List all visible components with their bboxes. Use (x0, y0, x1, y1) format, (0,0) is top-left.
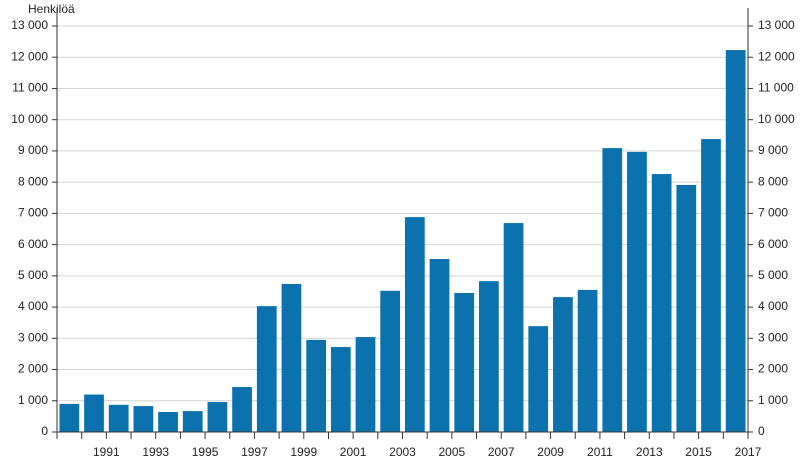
y2-tick-label: 10 000 (758, 112, 795, 126)
bar (725, 50, 746, 432)
y2-tick-label: 9 000 (758, 143, 788, 157)
y2-tick-label: 7 000 (758, 206, 788, 220)
bar (256, 306, 277, 432)
x-tick-label: 1999 (290, 445, 317, 459)
y-tick-label: 7 000 (18, 206, 48, 220)
x-tick-label: 2015 (685, 445, 712, 459)
x-tick-label: 2011 (587, 445, 613, 459)
bar (232, 387, 252, 432)
bar (429, 258, 450, 432)
y-tick-label: 11 000 (12, 81, 48, 95)
bar (281, 283, 302, 432)
bar (404, 217, 425, 432)
bar (380, 290, 401, 432)
y2-tick-label: 11 000 (758, 81, 794, 95)
y-tick-label: 2 000 (18, 362, 48, 376)
y-tick-label: 8 000 (18, 174, 48, 188)
bar (553, 297, 573, 432)
bar (651, 174, 672, 432)
bar (454, 293, 475, 432)
y-axis-title: Henkilöä (28, 2, 75, 16)
y2-tick-label: 8 000 (758, 174, 788, 188)
bar (577, 289, 598, 432)
bar (133, 406, 154, 432)
x-tick-label: 1995 (192, 445, 219, 459)
bar (355, 337, 376, 432)
y-tick-label: 3 000 (18, 330, 48, 344)
bar (59, 403, 80, 432)
y2-tick-label: 5 000 (758, 268, 788, 282)
y2-tick-label: 2 000 (758, 362, 788, 376)
bar (479, 281, 499, 432)
x-tick-label: 2003 (389, 445, 416, 459)
x-tick-label: 2017 (735, 445, 762, 459)
y-tick-label: 0 (41, 424, 48, 438)
x-tick-label: 2001 (340, 445, 367, 459)
bar (602, 148, 623, 432)
x-tick-label: 2013 (636, 445, 663, 459)
y-tick-label: 5 000 (18, 268, 48, 282)
bar (182, 411, 203, 432)
x-tick-label: 2007 (488, 445, 515, 459)
y-tick-label: 4 000 (18, 299, 48, 313)
y-tick-label: 6 000 (18, 237, 48, 251)
bar (701, 139, 721, 432)
y2-tick-label: 3 000 (758, 330, 788, 344)
y2-tick-label: 6 000 (758, 237, 788, 251)
bar (330, 347, 351, 432)
y-tick-label: 1 000 (18, 393, 48, 407)
y-tick-label: 12 000 (11, 49, 48, 63)
y2-tick-label: 4 000 (758, 299, 788, 313)
bar (84, 394, 104, 432)
y-tick-label: 9 000 (18, 143, 48, 157)
bar (207, 402, 228, 432)
x-tick-label: 2009 (537, 445, 564, 459)
bar (503, 223, 524, 432)
x-tick-label: 1993 (142, 445, 169, 459)
bar (108, 404, 129, 432)
x-tick-label: 1997 (241, 445, 268, 459)
bar (676, 184, 697, 432)
y2-tick-label: 0 (758, 424, 765, 438)
y2-tick-label: 13 000 (758, 18, 795, 32)
bar (627, 151, 647, 433)
y-tick-label: 10 000 (11, 112, 48, 126)
bar (528, 326, 549, 432)
bar (158, 412, 178, 432)
y2-tick-label: 1 000 (758, 393, 788, 407)
x-tick-label: 1991 (93, 445, 120, 459)
bar (306, 339, 326, 432)
x-tick-label: 2005 (439, 445, 466, 459)
y2-tick-label: 12 000 (758, 49, 795, 63)
y-tick-label: 13 000 (11, 18, 48, 32)
